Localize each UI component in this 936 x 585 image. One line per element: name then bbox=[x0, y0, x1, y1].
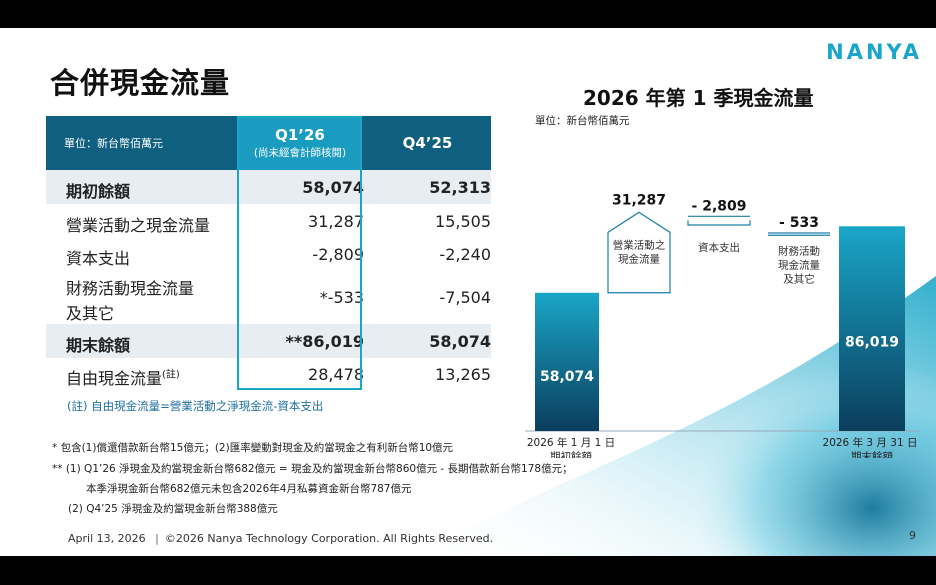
bar-closing-balance bbox=[839, 226, 905, 431]
axis-label-end-2: 期末餘額 bbox=[851, 450, 893, 458]
row-label: 期末餘額 bbox=[66, 336, 131, 355]
table-row-capex: 資本支出 -2,809 -2,240 bbox=[46, 238, 491, 272]
column-header-q1: Q1’26 (尚未經會計師核閱) bbox=[238, 116, 362, 160]
row-label: 期初餘額 bbox=[66, 182, 131, 201]
row-label-line2: 及其它 bbox=[66, 304, 115, 323]
bar-capex bbox=[687, 220, 751, 226]
row-value-q4: -2,240 bbox=[439, 245, 491, 264]
footer: April 13, 2026 | ©2026 Nanya Technology C… bbox=[68, 532, 493, 545]
table-row-financing-cf: 財務活動現金流量 及其它 *-533 -7,504 bbox=[46, 272, 491, 324]
q1-sublabel: (尚未經會計師核閱) bbox=[253, 147, 347, 159]
bar-label-operating: 31,287 bbox=[612, 192, 666, 208]
note-1: * 包含(1)償還借款新台幣15億元；(2)匯率變動對現金及約當現金之有利新台幣… bbox=[52, 442, 454, 454]
row-label: 營業活動之現金流量 bbox=[66, 216, 211, 235]
bar-desc-financing: 財務活動 bbox=[778, 244, 820, 257]
row-value-q1: 58,074 bbox=[302, 178, 364, 197]
bar-label-capex: - 2,809 bbox=[692, 198, 747, 214]
chart-unit: 單位：新台幣佰萬元 bbox=[535, 115, 630, 127]
bar-opening-balance bbox=[535, 292, 599, 431]
row-value-q4: 13,265 bbox=[435, 365, 491, 384]
note-4: (2) Q4’25 淨現金及約當現金新台幣388億元 bbox=[68, 503, 278, 515]
footer-date: April 13, 2026 bbox=[68, 532, 146, 545]
row-value-q1: 28,478 bbox=[308, 365, 364, 384]
bar-desc-financing: 現金流量 bbox=[778, 258, 820, 271]
table-unit: 單位：新台幣佰萬元 bbox=[64, 137, 163, 150]
column-header-q4: Q4’25 bbox=[402, 134, 453, 152]
row-label: 自由現金流量(註) bbox=[66, 365, 180, 389]
note-marker: (註) bbox=[162, 369, 180, 381]
row-label-text: 自由現金流量 bbox=[66, 369, 163, 388]
page-title: 合併現金流量 bbox=[50, 66, 231, 100]
bar-label-closing: 86,019 bbox=[845, 334, 899, 350]
nanya-logo: NANYA bbox=[826, 40, 922, 64]
fcf-footnote: (註) 自由現金流量=營業活動之淨現金流-資本支出 bbox=[67, 399, 324, 413]
bar-desc-operating: 營業活動之 bbox=[613, 238, 666, 251]
bar-label-opening: 58,074 bbox=[540, 369, 594, 385]
bar-desc-financing: 及其它 bbox=[783, 272, 815, 285]
note-2: ** (1) Q1’26 淨現金及約當現金新台幣682億元 = 現金及約當現金新… bbox=[52, 463, 573, 475]
table-row-closing-balance: 期末餘額 **86,019 58,074 bbox=[46, 324, 491, 358]
q1-header-highlight bbox=[237, 116, 362, 170]
table-header-labels: Q1’26 (尚未經會計師核閱) Q4’25 bbox=[46, 116, 491, 170]
row-value-q1: -2,809 bbox=[312, 245, 364, 264]
footer-divider: | bbox=[155, 532, 159, 545]
row-label: 資本支出 bbox=[66, 249, 131, 268]
row-value-q1: **86,019 bbox=[285, 332, 364, 351]
row-value-q4: -7,504 bbox=[439, 288, 491, 307]
page-number: 9 bbox=[909, 529, 916, 542]
bar-label-financing: - 533 bbox=[779, 215, 819, 231]
q1-column-highlight-box bbox=[237, 116, 362, 390]
note-3: 本季淨現金新台幣682億元未包含2026年4月私募資金新台幣787億元 bbox=[86, 483, 412, 495]
row-value-q4: 52,313 bbox=[429, 178, 491, 197]
bar-desc-operating: 現金流量 bbox=[618, 252, 660, 265]
axis-label-end: 2026 年 3 月 31 日 bbox=[823, 436, 918, 449]
slide: 合併現金流量 NANYA 單位：新台幣佰萬元 Q1’26 (尚未經會計師核閱) … bbox=[0, 28, 936, 556]
table-row-free-cf: 自由現金流量(註) 28,478 13,265 bbox=[46, 358, 491, 392]
table-row-opening-balance: 期初餘額 58,074 52,313 bbox=[46, 170, 491, 204]
chart-title: 2026 年第 1 季現金流量 bbox=[583, 86, 814, 110]
row-value-q4: 58,074 bbox=[429, 332, 491, 351]
row-label: 財務活動現金流量 bbox=[66, 279, 195, 298]
bar-desc-capex: 資本支出 bbox=[698, 241, 740, 254]
q1-label: Q1’26 bbox=[275, 126, 325, 144]
row-value-q4: 15,505 bbox=[435, 212, 491, 231]
table-row-operating-cf: 營業活動之現金流量 31,287 15,505 bbox=[46, 204, 491, 238]
bar-operating-cf bbox=[607, 211, 671, 294]
axis-label-start-2: 期初餘額 bbox=[550, 450, 592, 458]
row-value-q1: *-533 bbox=[319, 288, 364, 307]
footer-copyright: ©2026 Nanya Technology Corporation. All … bbox=[164, 532, 494, 545]
axis-label-start: 2026 年 1 月 1 日 bbox=[527, 436, 615, 449]
row-value-q1: 31,287 bbox=[308, 212, 364, 231]
